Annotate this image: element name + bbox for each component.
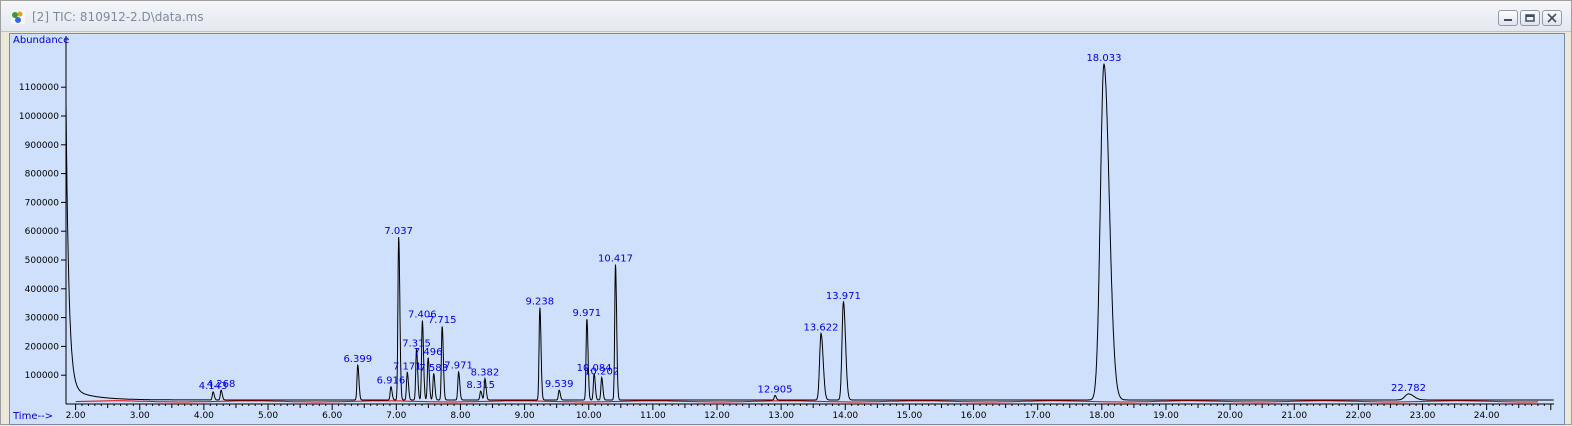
- x-tick-label: 5.00: [258, 411, 278, 421]
- peak-label: 10.084: [577, 363, 612, 374]
- peak-label: 12.905: [758, 384, 793, 395]
- x-tick-label: 24.00: [1474, 411, 1500, 421]
- peak-label: 4.143: [199, 381, 228, 392]
- y-tick-label: 600000: [25, 227, 60, 237]
- peak-label: 7.715: [428, 315, 457, 326]
- peak-label: 7.037: [384, 226, 413, 237]
- peak-label: 7.315: [402, 338, 431, 349]
- x-tick-label: 20.00: [1217, 411, 1243, 421]
- x-tick-label: 3.00: [130, 411, 150, 421]
- close-button[interactable]: [1542, 10, 1562, 26]
- x-tick-label: 23.00: [1410, 411, 1436, 421]
- restore-icon: [1525, 14, 1535, 22]
- x-axis-title: Time-->: [12, 411, 53, 422]
- x-tick-label: 11.00: [640, 411, 666, 421]
- baseline-trace: [75, 400, 1539, 403]
- peak-label: 7.971: [444, 361, 473, 372]
- x-tick-label: 17.00: [1025, 411, 1051, 421]
- x-tick-label: 16.00: [961, 411, 987, 421]
- restore-button[interactable]: [1520, 10, 1540, 26]
- y-tick-label: 700000: [25, 198, 60, 208]
- y-tick-label: 1100000: [19, 83, 59, 93]
- x-tick-label: 13.00: [768, 411, 794, 421]
- minimize-button[interactable]: [1498, 10, 1518, 26]
- x-tick-label: 15.00: [897, 411, 923, 421]
- peak-label: 8.315: [466, 380, 495, 391]
- peak-label: 6.916: [377, 376, 406, 387]
- x-tick-label: 21.00: [1281, 411, 1307, 421]
- chromatogram-plot-area[interactable]: 100000 200000 300000 400000 500000 600000 7000…: [9, 33, 1565, 425]
- y-tick-label: 400000: [25, 285, 60, 295]
- x-tick-label: 2.00: [66, 411, 86, 421]
- close-icon: [1547, 13, 1557, 23]
- x-tick-label: 12.00: [704, 411, 730, 421]
- x-tick-label: 10.00: [576, 411, 602, 421]
- x-tick-label: 22.00: [1345, 411, 1371, 421]
- peak-label: 18.033: [1086, 53, 1121, 64]
- peak-label: 9.539: [545, 379, 574, 390]
- peak-label: 7.406: [408, 309, 437, 320]
- x-tick-label: 4.00: [194, 411, 214, 421]
- peak-label: 13.971: [826, 291, 861, 302]
- peak-label: 22.782: [1391, 383, 1426, 394]
- y-tick-label: 900000: [25, 141, 60, 151]
- y-tick-label: 300000: [25, 314, 60, 324]
- peak-label: 9.971: [573, 308, 602, 319]
- window-title: [2] TIC: 810912-2.D\data.ms: [32, 10, 204, 24]
- x-tick-label: 18.00: [1089, 411, 1115, 421]
- tic-trace: [65, 62, 1554, 401]
- y-tick-label: 1000000: [19, 112, 59, 122]
- y-axis: 100000 200000 300000 400000 500000 600000 7000…: [19, 36, 67, 404]
- x-tick-label: 14.00: [832, 411, 858, 421]
- y-tick-label: 500000: [25, 256, 60, 266]
- peak-label: 7.496: [414, 347, 443, 358]
- chromatogram-chart: 100000 200000 300000 400000 500000 600000 7000…: [12, 35, 1554, 422]
- title-bar[interactable]: [2] TIC: 810912-2.D\data.ms: [1, 1, 1571, 32]
- x-tick-label: 9.00: [515, 411, 535, 421]
- y-axis-title: Abundance: [13, 35, 69, 46]
- chromatogram-app-icon: [11, 10, 25, 24]
- x-tick-label: 6.00: [322, 411, 342, 421]
- x-axis: 2.00 3.00 4.00 5.00 6.00 7.00 8.00 9.00 10.00 11.…: [66, 403, 1554, 421]
- minimize-icon: [1504, 19, 1512, 21]
- peak-label: 6.399: [343, 354, 372, 365]
- x-tick-label: 8.00: [450, 411, 470, 421]
- peak-label: 8.382: [471, 368, 500, 379]
- x-tick-label: 19.00: [1153, 411, 1179, 421]
- peak-label: 9.238: [526, 297, 555, 308]
- y-tick-label: 800000: [25, 170, 60, 180]
- y-tick-label: 200000: [25, 342, 60, 352]
- peak-label: 10.202: [584, 367, 619, 378]
- peak-label: 13.622: [804, 322, 839, 333]
- y-tick-label: 100000: [25, 371, 60, 381]
- x-tick-label: 7.00: [386, 411, 406, 421]
- peak-label: 10.417: [598, 253, 633, 264]
- peak-label: 4.268: [207, 379, 236, 390]
- peak-label: 7.583: [419, 363, 448, 374]
- peak-label: 7.171: [393, 361, 422, 372]
